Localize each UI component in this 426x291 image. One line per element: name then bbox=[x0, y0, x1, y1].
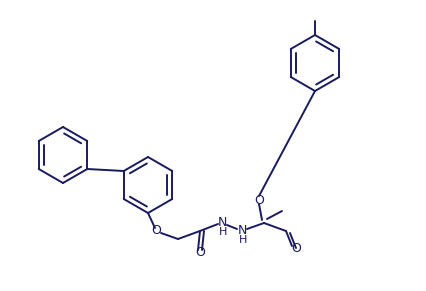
Text: O: O bbox=[253, 194, 263, 207]
Text: O: O bbox=[195, 246, 204, 260]
Text: H: H bbox=[238, 235, 247, 245]
Text: O: O bbox=[151, 224, 161, 237]
Text: H: H bbox=[218, 227, 227, 237]
Text: N: N bbox=[237, 224, 246, 237]
Text: O: O bbox=[291, 242, 300, 255]
Text: N: N bbox=[217, 217, 226, 230]
